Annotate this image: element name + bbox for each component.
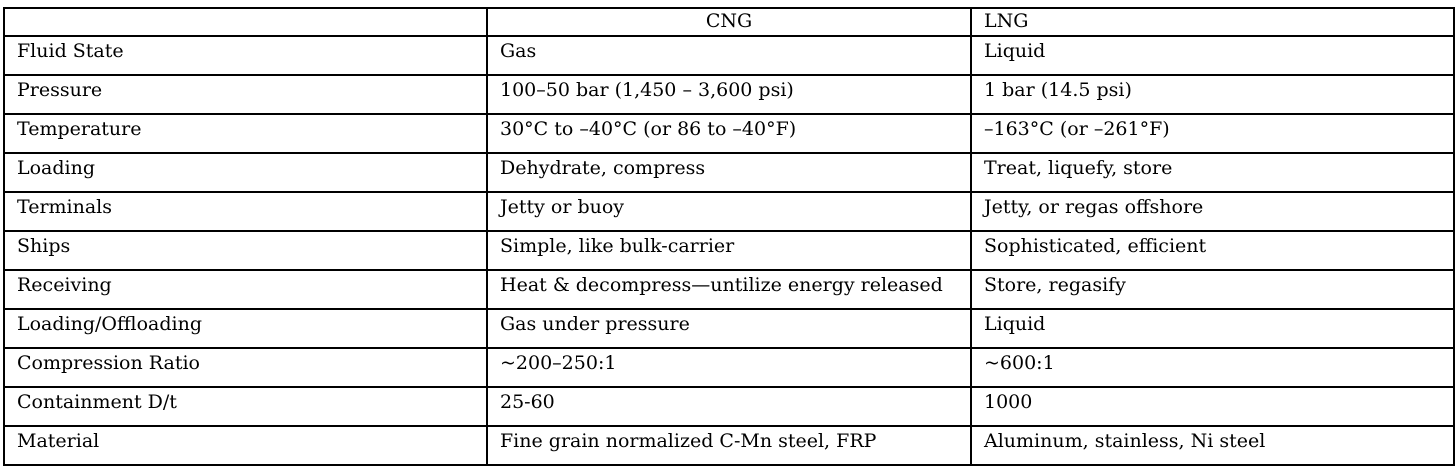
row-label-cell: Loading/Offloading — [3, 307, 488, 349]
cng-value-cell: Gas — [486, 34, 972, 76]
lng-value-cell: Store, regasify — [970, 268, 1455, 310]
cng-value-cell: Jetty or buoy — [486, 190, 972, 232]
table-row-ships: Ships Simple, like bulk-carrier Sophisti… — [3, 229, 1455, 271]
lng-value-cell: ~600:1 — [970, 346, 1455, 388]
cng-value-cell: 25-60 — [486, 385, 972, 427]
table-row-pressure: Pressure 100–50 bar (1,450 – 3,600 psi) … — [3, 73, 1455, 115]
table-row-receiving: Receiving Heat & decompress—untilize ene… — [3, 268, 1455, 310]
lng-value-cell: Sophisticated, efficient — [970, 229, 1455, 271]
lng-value-cell: –163°C (or –261°F) — [970, 112, 1455, 154]
row-label-cell: Compression Ratio — [3, 346, 488, 388]
table-row-material: Material Fine grain normalized C-Mn stee… — [3, 424, 1455, 466]
table-row-containment-dt: Containment D/t 25-60 1000 — [3, 385, 1455, 427]
row-label-cell: Terminals — [3, 190, 488, 232]
table-row-compression-ratio: Compression Ratio ~200–250:1 ~600:1 — [3, 346, 1455, 388]
lng-value-cell: Aluminum, stainless, Ni steel — [970, 424, 1455, 466]
row-label-cell: Containment D/t — [3, 385, 488, 427]
cng-value-cell: ~200–250:1 — [486, 346, 972, 388]
header-row: CNG LNG — [3, 7, 1455, 37]
row-label-cell: Material — [3, 424, 488, 466]
cng-lng-comparison-table: CNG LNG Fluid State Gas Liquid Pressure … — [3, 7, 1455, 466]
table-row-temperature: Temperature 30°C to –40°C (or 86 to –40°… — [3, 112, 1455, 154]
row-label-cell: Loading — [3, 151, 488, 193]
cng-value-cell: Simple, like bulk-carrier — [486, 229, 972, 271]
header-lng-cell: LNG — [970, 7, 1455, 37]
cng-value-cell: Fine grain normalized C-Mn steel, FRP — [486, 424, 972, 466]
table-row-loading: Loading Dehydrate, compress Treat, lique… — [3, 151, 1455, 193]
row-label-cell: Pressure — [3, 73, 488, 115]
row-label-cell: Fluid State — [3, 34, 488, 76]
row-label-cell: Temperature — [3, 112, 488, 154]
table-row-loading-offloading: Loading/Offloading Gas under pressure Li… — [3, 307, 1455, 349]
lng-value-cell: Jetty, or regas offshore — [970, 190, 1455, 232]
cng-value-cell: Dehydrate, compress — [486, 151, 972, 193]
lng-value-cell: 1 bar (14.5 psi) — [970, 73, 1455, 115]
header-cng-cell: CNG — [486, 7, 972, 37]
table-row-fluid-state: Fluid State Gas Liquid — [3, 34, 1455, 76]
cng-value-cell: Gas under pressure — [486, 307, 972, 349]
cng-value-cell: Heat & decompress—untilize energy releas… — [486, 268, 972, 310]
cng-value-cell: 100–50 bar (1,450 – 3,600 psi) — [486, 73, 972, 115]
row-label-cell: Receiving — [3, 268, 488, 310]
lng-value-cell: Treat, liquefy, store — [970, 151, 1455, 193]
table-row-terminals: Terminals Jetty or buoy Jetty, or regas … — [3, 190, 1455, 232]
header-empty-cell — [3, 7, 488, 37]
lng-value-cell: 1000 — [970, 385, 1455, 427]
lng-value-cell: Liquid — [970, 34, 1455, 76]
lng-value-cell: Liquid — [970, 307, 1455, 349]
cng-value-cell: 30°C to –40°C (or 86 to –40°F) — [486, 112, 972, 154]
row-label-cell: Ships — [3, 229, 488, 271]
